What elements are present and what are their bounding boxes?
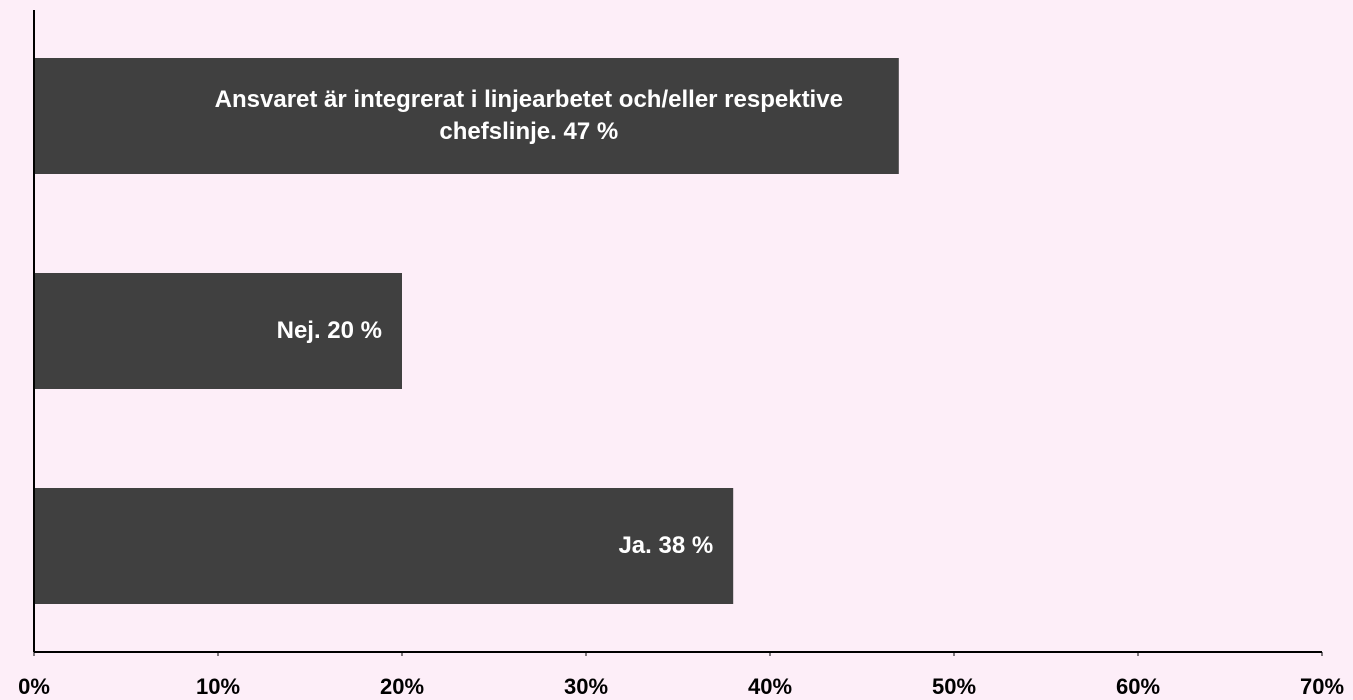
value-label: Ansvaret är integrerat i linjearbetet oc…	[34, 58, 899, 174]
x-tick-label: 30%	[564, 674, 608, 699]
x-tick-label: 60%	[1116, 674, 1160, 699]
x-tick-label: 0%	[18, 674, 50, 699]
x-tick-label: 50%	[932, 674, 976, 699]
bar	[34, 488, 734, 604]
value-label: Ja. 38 %	[34, 488, 733, 604]
value-label-text: Ansvaret är integrerat i linjearbetet oc…	[214, 86, 843, 145]
x-tick-label: 10%	[196, 674, 240, 699]
bar	[34, 273, 402, 389]
bar	[34, 58, 899, 174]
x-tick-label: 20%	[380, 674, 424, 699]
x-tick-label: 40%	[748, 674, 792, 699]
value-label-text: Nej. 20 %	[276, 317, 382, 344]
value-label-text: Ja. 38 %	[618, 532, 714, 559]
value-label: Nej. 20 %	[34, 273, 402, 389]
x-tick-label: 70%	[1300, 674, 1344, 699]
